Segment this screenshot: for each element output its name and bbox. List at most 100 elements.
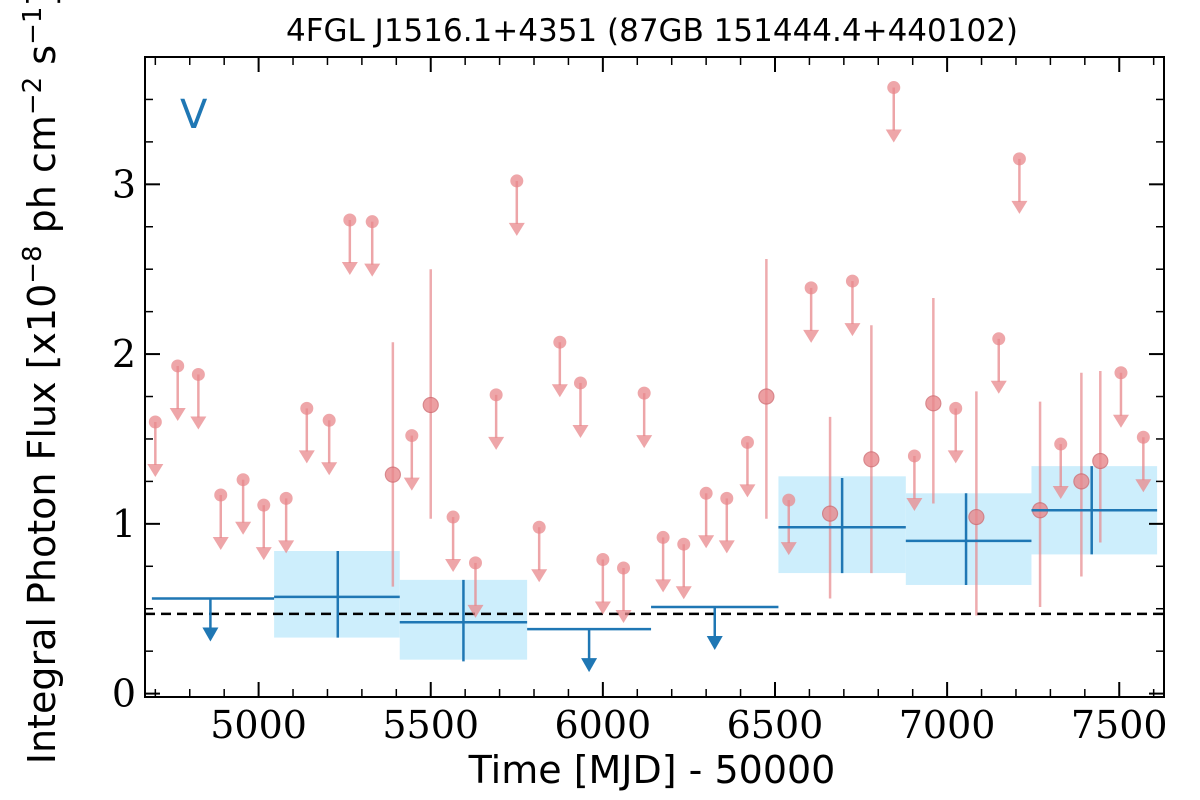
upper-limit-arrow-head — [885, 129, 902, 143]
upper-limit-marker — [446, 510, 460, 524]
upper-limit-arrow-head — [803, 329, 820, 343]
panel-label: V — [180, 92, 208, 138]
upper-limit-marker — [804, 281, 818, 295]
detection-point — [422, 396, 439, 414]
upper-limit-arrow-head — [1011, 200, 1028, 214]
upper-limit-marker — [699, 486, 713, 500]
upper-limit-marker — [148, 415, 162, 429]
upper-limit-arrow-head — [718, 540, 735, 554]
upper-limit-marker — [992, 332, 1006, 346]
upper-limit-marker — [236, 473, 250, 487]
upper-limit-marker — [1114, 366, 1128, 380]
short-bin-upper-limits — [147, 81, 1152, 623]
upper-limit-arrow-head — [341, 261, 358, 275]
y-axis-label-end: ] — [20, 0, 64, 7]
upper-limit-marker — [489, 388, 503, 402]
upper-limit-arrow-head — [488, 436, 505, 450]
upper-limit-marker — [553, 335, 567, 349]
upper-limit-arrow-head — [321, 462, 338, 476]
y-tick-label: 2 — [112, 332, 136, 376]
upper-limit-arrow-head — [906, 497, 923, 511]
y-tick-label: 3 — [112, 162, 136, 206]
upper-limit-marker — [257, 498, 271, 512]
x-tick-labels: 5000 5500 6000 6500 7000 7500 — [210, 703, 1167, 747]
upper-limit-marker — [887, 81, 901, 95]
upper-limit-arrow-head — [298, 450, 315, 464]
upper-limit-marker — [214, 488, 228, 502]
upper-limit-arrow-head — [212, 536, 229, 550]
upper-limit-marker — [191, 367, 205, 381]
upper-limit-marker — [171, 359, 185, 373]
upper-limit-marker — [300, 401, 314, 415]
long-bin-points — [151, 466, 1158, 673]
upper-limit-arrow-head — [169, 407, 186, 421]
upper-limit-arrow-head — [278, 540, 295, 554]
upper-limit-marker — [845, 274, 859, 288]
upper-limit-arrow-head — [364, 263, 381, 277]
upper-limit-arrow-head — [531, 569, 548, 583]
upper-limit-arrow-head — [1135, 479, 1152, 493]
upper-limit-marker — [1136, 430, 1150, 444]
upper-limit-marker — [573, 376, 587, 390]
upper-limit-marker — [637, 386, 651, 400]
y-axis-label-exp2: −2 — [18, 77, 48, 115]
detection-point — [1073, 473, 1090, 490]
upper-limit-arrow-head — [147, 463, 164, 477]
upper-limit-marker — [1054, 437, 1068, 451]
y-tick-label: 0 — [112, 672, 136, 716]
upper-limit-marker — [907, 449, 921, 463]
detection-point — [968, 508, 985, 526]
upper-limit-arrow-head — [780, 542, 797, 556]
detection-point — [758, 388, 775, 405]
long-bin-ul-arrow-head — [581, 658, 598, 673]
upper-limit-marker — [1012, 152, 1026, 166]
y-axis-label: Integral Photon Flux [x10−8 ph cm−2 s−1] — [18, 0, 64, 764]
upper-limit-arrow-head — [572, 424, 589, 438]
upper-limit-marker — [740, 435, 754, 449]
upper-limit-marker — [322, 413, 336, 427]
upper-limit-arrow-head — [844, 323, 861, 337]
y-axis-label-mid2: s — [20, 45, 64, 77]
upper-limit-marker — [468, 556, 482, 570]
upper-limit-marker — [510, 174, 524, 188]
upper-limit-marker — [405, 429, 419, 443]
long-bin-ul-arrow-head — [202, 627, 219, 642]
y-axis-label-exp1: −8 — [18, 245, 48, 283]
upper-limit-arrow-head — [615, 609, 632, 623]
upper-limit-arrow-head — [551, 384, 568, 398]
upper-limit-arrow-head — [190, 416, 207, 430]
y-axis-label-mid: ph cm — [20, 115, 64, 245]
y-axis-label-exp3: −1 — [18, 7, 48, 45]
upper-limit-arrow-head — [403, 477, 420, 491]
upper-limit-arrow-head — [594, 601, 611, 615]
x-tick-label: 7000 — [899, 703, 996, 747]
upper-limit-arrow-head — [655, 579, 672, 593]
chart-title: 4FGL J1516.1+4351 (87GB 151444.4+440102) — [286, 13, 1018, 49]
upper-limit-arrow-head — [508, 222, 525, 236]
long-bin-uncertainty-band — [905, 493, 1032, 585]
upper-limit-arrow-head — [1112, 414, 1129, 428]
upper-limit-marker — [343, 213, 357, 227]
upper-limit-arrow-head — [739, 484, 756, 498]
detection-point — [925, 395, 942, 412]
detection-point — [821, 505, 839, 522]
upper-limit-marker — [949, 401, 963, 415]
upper-limit-marker — [782, 493, 796, 507]
x-tick-label: 6500 — [727, 703, 824, 747]
upper-limit-marker — [656, 530, 670, 544]
detection-point — [384, 466, 401, 483]
upper-limit-arrow-head — [1052, 486, 1069, 500]
short-bin-detections — [384, 259, 1109, 616]
upper-limit-arrow-head — [445, 559, 462, 573]
y-axis-label-base: Integral Photon Flux [x10 — [20, 284, 64, 765]
upper-limit-arrow-head — [990, 380, 1007, 394]
upper-limit-arrow-head — [636, 435, 653, 449]
upper-limit-arrow-head — [947, 450, 964, 464]
upper-limit-arrow-head — [698, 535, 715, 549]
long-bin-ul-arrow-head — [706, 636, 723, 651]
y-tick-label: 1 — [112, 502, 136, 546]
x-axis-label: Time [MJD] - 50000 — [468, 748, 836, 792]
upper-limit-marker — [617, 561, 631, 575]
